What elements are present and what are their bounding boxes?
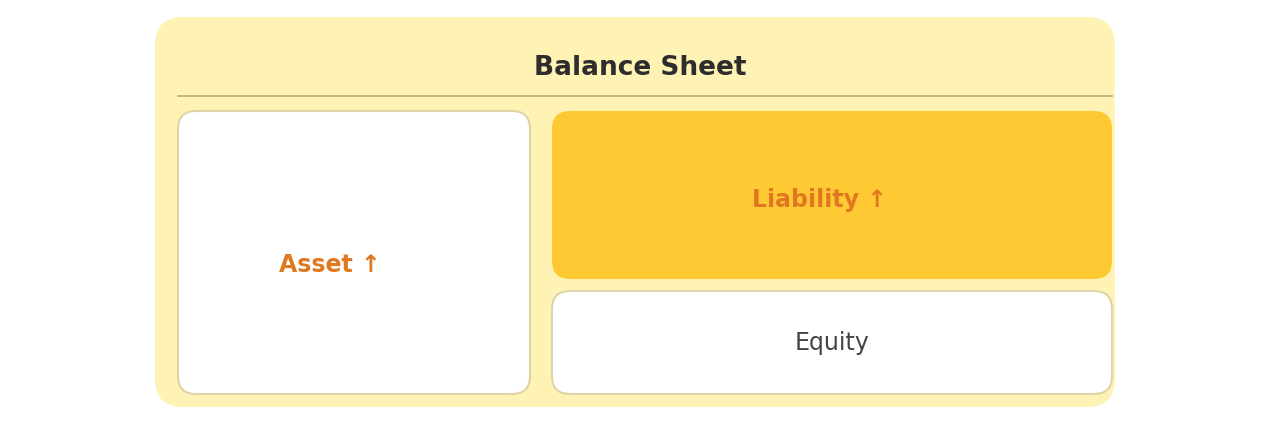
- Text: Asset ↑: Asset ↑: [279, 253, 380, 276]
- Text: Balance Sheet: Balance Sheet: [534, 55, 747, 81]
- FancyBboxPatch shape: [178, 112, 530, 394]
- Text: Liability ↑: Liability ↑: [752, 187, 888, 211]
- FancyBboxPatch shape: [552, 112, 1112, 279]
- FancyBboxPatch shape: [155, 18, 1114, 407]
- Text: Equity: Equity: [794, 330, 870, 354]
- FancyBboxPatch shape: [552, 291, 1112, 394]
